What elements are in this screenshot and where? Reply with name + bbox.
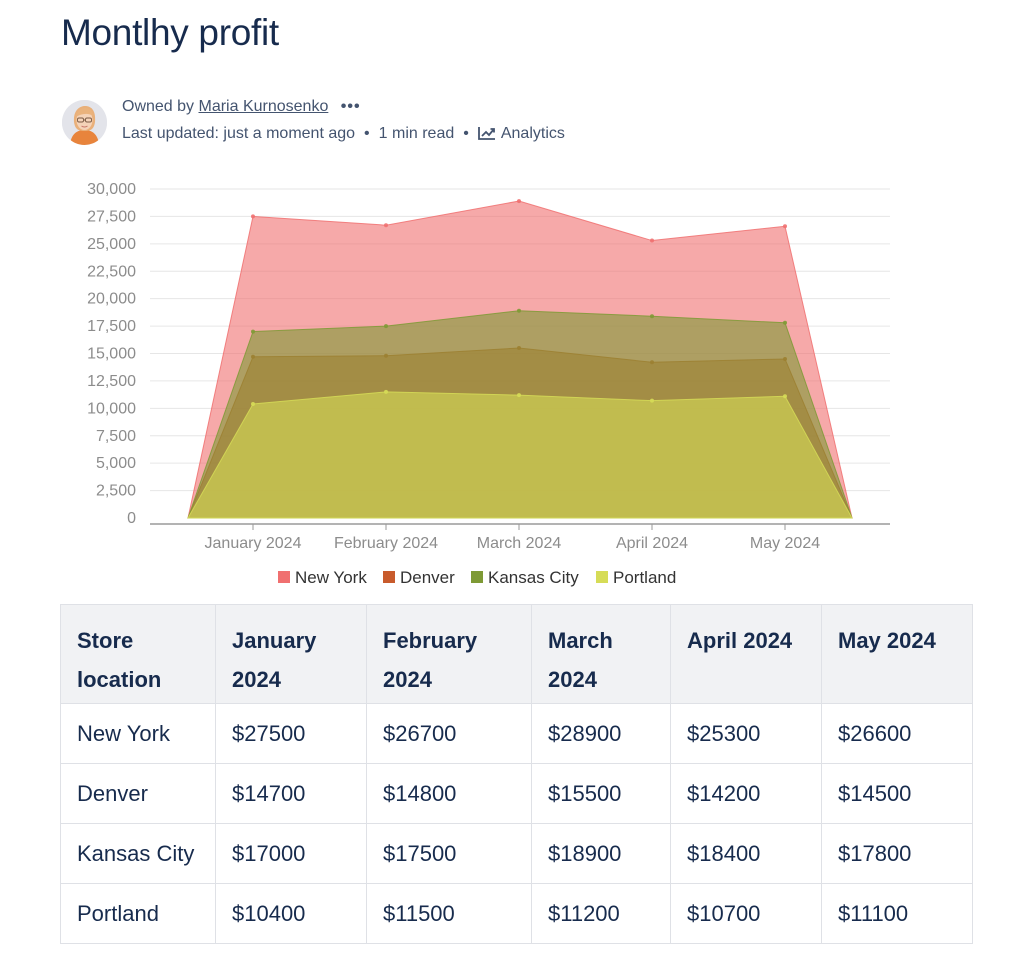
- column-header: January 2024: [215, 604, 367, 704]
- profit-cell: $14700: [215, 763, 367, 824]
- analytics-label: Analytics: [500, 125, 565, 142]
- table-row: New York $27500 $26700 $28900 $25300 $26600: [60, 703, 973, 764]
- data-point: [783, 394, 787, 399]
- x-tick-label: February 2024: [334, 535, 438, 552]
- profit-cell: $27500: [215, 703, 367, 764]
- owned-by-label: Owned by: [122, 98, 195, 115]
- data-point: [517, 308, 521, 313]
- separator-dot: •: [364, 125, 370, 142]
- column-header: May 2024: [821, 604, 973, 704]
- column-header: Store location: [60, 604, 216, 704]
- data-point: [384, 389, 388, 394]
- x-tick-label: March 2024: [477, 535, 562, 552]
- store-location-cell: Denver: [60, 763, 216, 824]
- profit-cell: $11200: [531, 883, 671, 944]
- y-tick-label: 7,500: [96, 428, 136, 445]
- legend-swatch: [471, 571, 483, 583]
- profit-cell: $15500: [531, 763, 671, 824]
- profit-cell: $28900: [531, 703, 671, 764]
- column-header: April 2024: [670, 604, 822, 704]
- data-point: [251, 214, 255, 219]
- data-point: [251, 329, 255, 334]
- read-time: 1 min read: [378, 125, 455, 142]
- profit-cell: $17500: [366, 823, 532, 884]
- profit-cell: $14500: [821, 763, 973, 824]
- legend-label: Portland: [613, 568, 676, 587]
- profit-cell: $17000: [215, 823, 367, 884]
- x-tick-label: April 2024: [616, 535, 688, 552]
- profit-cell: $18400: [670, 823, 822, 884]
- y-tick-label: 5,000: [96, 455, 136, 472]
- data-point: [517, 393, 521, 398]
- profit-cell: $10700: [670, 883, 822, 944]
- data-point: [251, 401, 255, 406]
- y-tick-label: 10,000: [87, 400, 136, 417]
- profit-cell: $10400: [215, 883, 367, 944]
- profit-table: Store location January 2024 February 2024 M…: [60, 604, 973, 944]
- y-tick-label: 12,500: [87, 373, 136, 390]
- store-location-cell: New York: [60, 703, 216, 764]
- table-row: Denver $14700 $14800 $15500 $14200 $14500: [60, 763, 973, 824]
- y-tick-label: 30,000: [87, 181, 136, 198]
- y-tick-label: 25,000: [87, 236, 136, 253]
- more-actions-icon[interactable]: •••: [340, 98, 361, 115]
- page-title: Montlhy profit: [61, 12, 279, 53]
- profit-cell: $26700: [366, 703, 532, 764]
- legend-swatch: [383, 571, 395, 583]
- owner-line: Owned by Maria Kurnosenko •••: [122, 98, 361, 116]
- profit-cell: $14800: [366, 763, 532, 824]
- y-tick-label: 17,500: [87, 318, 136, 335]
- profit-cell: $26600: [821, 703, 973, 764]
- legend-label: Kansas City: [488, 568, 579, 587]
- legend-label: New York: [295, 568, 367, 587]
- data-point: [650, 314, 654, 319]
- y-tick-label: 22,500: [87, 263, 136, 280]
- profit-cell: $11500: [366, 883, 532, 944]
- legend-swatch: [278, 571, 290, 583]
- profit-cell: $18900: [531, 823, 671, 884]
- column-header: March 2024: [531, 604, 671, 704]
- column-header: February 2024: [366, 604, 532, 704]
- y-tick-label: 15,000: [87, 346, 136, 363]
- chart-legend[interactable]: New York Denver Kansas City Portland: [278, 568, 676, 587]
- data-point: [650, 238, 654, 243]
- data-point: [384, 223, 388, 228]
- store-location-cell: Portland: [60, 883, 216, 944]
- separator-dot: •: [463, 125, 469, 142]
- y-tick-label: 20,000: [87, 291, 136, 308]
- profit-cell: $11100: [821, 883, 973, 944]
- avatar[interactable]: [62, 100, 107, 145]
- last-updated: Last updated: just a moment ago: [122, 125, 356, 142]
- series-area: [187, 391, 853, 519]
- owner-link[interactable]: Maria Kurnosenko: [198, 98, 329, 115]
- meta-line: Last updated: just a moment ago • 1 min re…: [122, 125, 565, 143]
- y-tick-label: 27,500: [87, 208, 136, 225]
- legend-swatch: [596, 571, 608, 583]
- analytics-icon: [477, 127, 495, 140]
- profit-cell: $17800: [821, 823, 973, 884]
- profit-cell: $25300: [670, 703, 822, 764]
- data-point: [783, 320, 787, 325]
- chart-axes: 0 2,500 5,000 7,500 10,000 12,500 15,000 17,500…: [87, 181, 890, 552]
- chart-areas: [187, 199, 853, 519]
- data-point: [650, 398, 654, 403]
- y-tick-label: 2,500: [96, 483, 136, 500]
- data-point: [384, 324, 388, 329]
- y-tick-label: 0: [127, 510, 136, 527]
- store-location-cell: Kansas City: [60, 823, 216, 884]
- area-chart: 0 2,500 5,000 7,500 10,000 12,500 15,000 17,500…: [87, 181, 890, 587]
- x-tick-label: January 2024: [205, 535, 302, 552]
- analytics-link[interactable]: Analytics: [477, 125, 565, 142]
- table-row: Kansas City $17000 $17500 $18900 $18400 $1780…: [60, 823, 973, 884]
- data-point: [517, 199, 521, 204]
- profit-cell: $14200: [670, 763, 822, 824]
- table-row: Portland $10400 $11500 $11200 $10700 $11100: [60, 883, 973, 944]
- legend-label: Denver: [400, 568, 455, 587]
- x-tick-label: May 2024: [750, 535, 820, 552]
- table-header-row: Store location January 2024 February 2024 M…: [60, 604, 973, 704]
- data-point: [783, 224, 787, 229]
